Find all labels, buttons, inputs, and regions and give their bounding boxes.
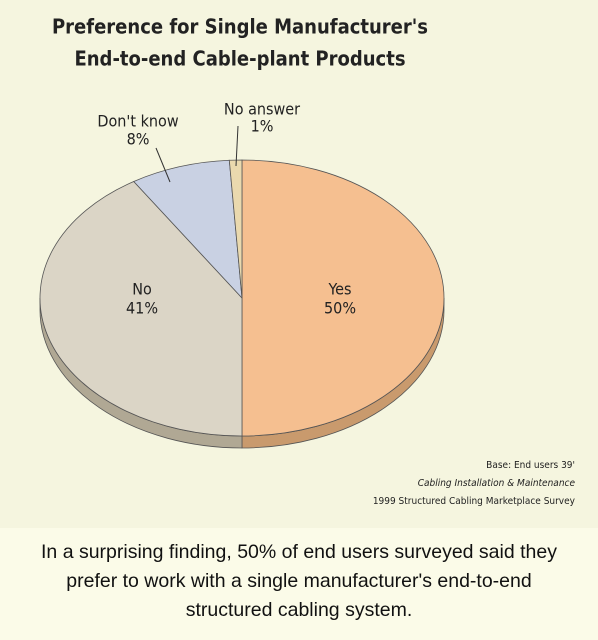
source: Base: End users 39' [486,460,575,471]
source: Cabling Installation & Maintenance [418,478,576,489]
chart: Preference for Single Manufacturer's End… [39,14,576,507]
slice-value-label: 41% [126,299,158,318]
slice-label: Yes [327,280,351,299]
chart-title: End-to-end Cable-plant Products [74,47,405,71]
caption: In a surprising finding, 50% of end user… [0,528,598,640]
pie-slice [133,159,243,300]
slice-label: No [132,280,152,299]
pie-slice [39,181,243,437]
source: 1999 Structured Cabling Marketplace Surv… [373,496,576,507]
slice-value-label: 8% [127,130,150,149]
leader-line [155,147,171,183]
pie-slice [228,159,243,299]
pie-slice [241,159,445,437]
slice-label: No answer [224,100,300,119]
chart-title: Preference for Single Manufacturer's [52,15,428,39]
slice-value-label: 50% [324,299,356,318]
slice-label: Don't know [97,112,178,131]
slice-value-label: 1% [251,117,274,136]
leader-line [235,125,239,167]
